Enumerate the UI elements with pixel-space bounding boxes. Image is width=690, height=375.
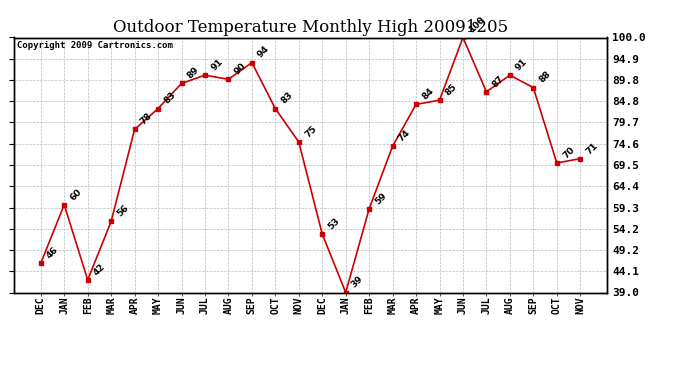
Text: 78: 78	[139, 111, 154, 127]
Text: 91: 91	[514, 57, 529, 72]
Text: 71: 71	[584, 141, 600, 156]
Text: 56: 56	[115, 204, 130, 219]
Text: 59: 59	[373, 191, 388, 206]
Text: 94: 94	[256, 44, 271, 60]
Text: 89: 89	[186, 65, 201, 81]
Text: 60: 60	[68, 187, 83, 202]
Text: 87: 87	[491, 74, 506, 89]
Text: 74: 74	[397, 128, 412, 143]
Title: Outdoor Temperature Monthly High 20091205: Outdoor Temperature Monthly High 2009120…	[113, 19, 508, 36]
Text: 70: 70	[561, 145, 576, 160]
Text: 39: 39	[350, 274, 365, 290]
Text: 91: 91	[209, 57, 224, 72]
Text: 100: 100	[467, 15, 486, 35]
Text: 83: 83	[279, 91, 295, 106]
Text: Copyright 2009 Cartronics.com: Copyright 2009 Cartronics.com	[17, 41, 172, 50]
Text: 75: 75	[303, 124, 318, 139]
Text: 83: 83	[162, 91, 177, 106]
Text: 90: 90	[233, 62, 248, 76]
Text: 42: 42	[92, 262, 107, 277]
Text: 53: 53	[326, 216, 342, 231]
Text: 85: 85	[444, 82, 459, 98]
Text: 46: 46	[45, 245, 60, 261]
Text: 88: 88	[538, 70, 553, 85]
Text: 84: 84	[420, 86, 435, 102]
